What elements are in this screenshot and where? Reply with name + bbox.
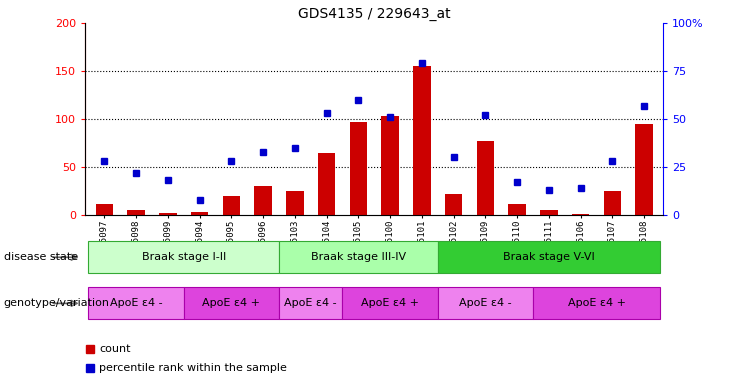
Text: disease state: disease state xyxy=(4,252,78,262)
Text: Braak stage V-VI: Braak stage V-VI xyxy=(503,252,595,262)
Bar xyxy=(222,196,240,215)
Text: percentile rank within the sample: percentile rank within the sample xyxy=(99,363,288,373)
Bar xyxy=(318,152,335,215)
Text: Braak stage III-IV: Braak stage III-IV xyxy=(310,252,406,262)
Text: ApoE ε4 +: ApoE ε4 + xyxy=(361,298,419,308)
Bar xyxy=(508,204,526,215)
Text: ApoE ε4 -: ApoE ε4 - xyxy=(285,298,337,308)
Text: Braak stage I-II: Braak stage I-II xyxy=(142,252,226,262)
Bar xyxy=(413,66,431,215)
Text: ApoE ε4 -: ApoE ε4 - xyxy=(459,298,512,308)
Bar xyxy=(279,242,438,273)
Text: ApoE ε4 +: ApoE ε4 + xyxy=(568,298,625,308)
Bar xyxy=(254,186,272,215)
Bar xyxy=(604,191,621,215)
Bar xyxy=(88,242,279,273)
Bar xyxy=(279,288,342,319)
Text: count: count xyxy=(99,344,131,354)
Bar xyxy=(445,194,462,215)
Bar xyxy=(438,242,660,273)
Bar xyxy=(191,212,208,215)
Bar xyxy=(184,288,279,319)
Bar xyxy=(572,214,589,215)
Text: ApoE ε4 +: ApoE ε4 + xyxy=(202,298,260,308)
Title: GDS4135 / 229643_at: GDS4135 / 229643_at xyxy=(298,7,451,21)
Bar xyxy=(382,116,399,215)
Bar xyxy=(636,124,653,215)
Text: genotype/variation: genotype/variation xyxy=(4,298,110,308)
Bar xyxy=(159,213,176,215)
Bar xyxy=(286,191,304,215)
Bar xyxy=(96,204,113,215)
Bar xyxy=(127,210,144,215)
Bar xyxy=(342,288,438,319)
Bar xyxy=(88,288,184,319)
Bar xyxy=(540,210,557,215)
Bar xyxy=(350,122,367,215)
Text: ApoE ε4 -: ApoE ε4 - xyxy=(110,298,162,308)
Bar xyxy=(476,141,494,215)
Bar xyxy=(438,288,533,319)
Bar xyxy=(533,288,660,319)
